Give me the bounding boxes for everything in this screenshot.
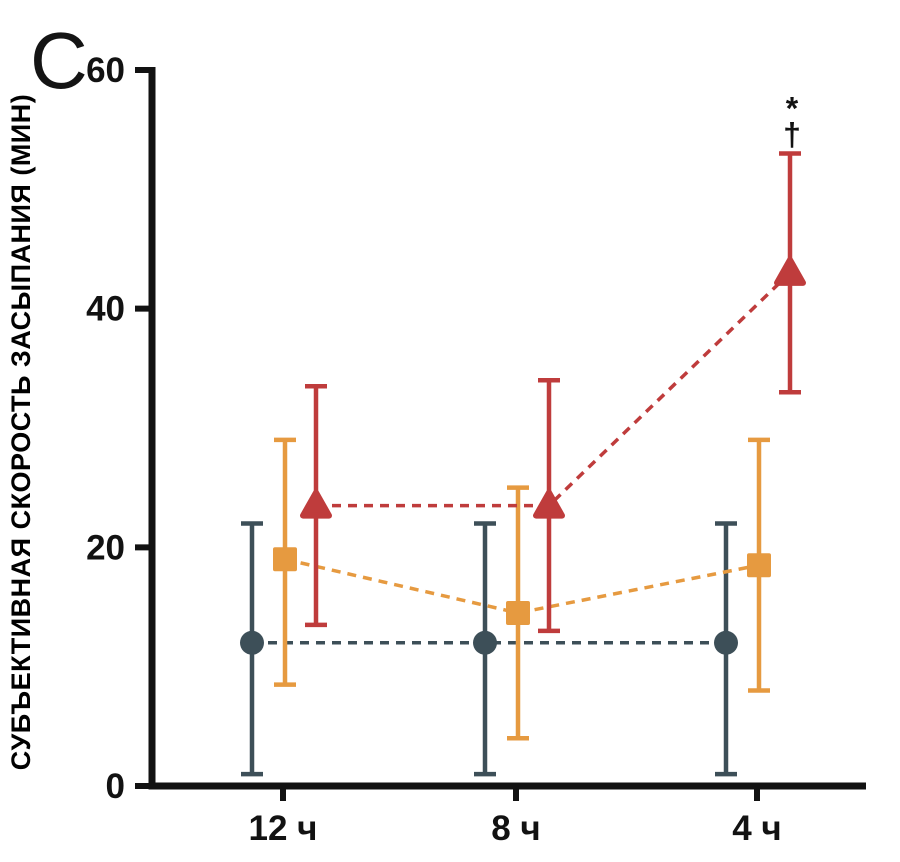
data-point-square <box>747 553 771 578</box>
data-point-triangle <box>533 489 565 519</box>
x-tick-label: 12 ч <box>249 809 318 848</box>
y-tick-label: 0 <box>106 767 125 806</box>
data-point-circle <box>240 630 264 655</box>
y-axis-label: СУБЪЕКТИВНАЯ СКОРОСТЬ ЗАСЫПАНИЯ (МИН) <box>6 94 36 770</box>
data-point-square <box>273 547 297 572</box>
significance-marker: * <box>786 91 799 127</box>
data-point-triangle <box>774 256 806 286</box>
y-tick-label: 40 <box>86 290 125 329</box>
data-point-triangle <box>300 489 332 519</box>
y-tick-label: 60 <box>86 51 125 90</box>
significance-marker: † <box>783 117 801 153</box>
data-point-square <box>506 600 530 625</box>
x-tick-label: 8 ч <box>491 809 541 848</box>
plot-area: 0 20 40 60 12 ч 8 ч 4 ч *† <box>86 51 866 848</box>
y-tick-label: 20 <box>86 528 125 567</box>
panel-label: C <box>30 16 88 105</box>
square-series-line <box>284 557 760 615</box>
triangle-series-line <box>316 271 792 508</box>
data-point-circle <box>714 630 738 655</box>
x-tick-label: 4 ч <box>732 809 782 848</box>
data-point-circle <box>473 630 497 655</box>
